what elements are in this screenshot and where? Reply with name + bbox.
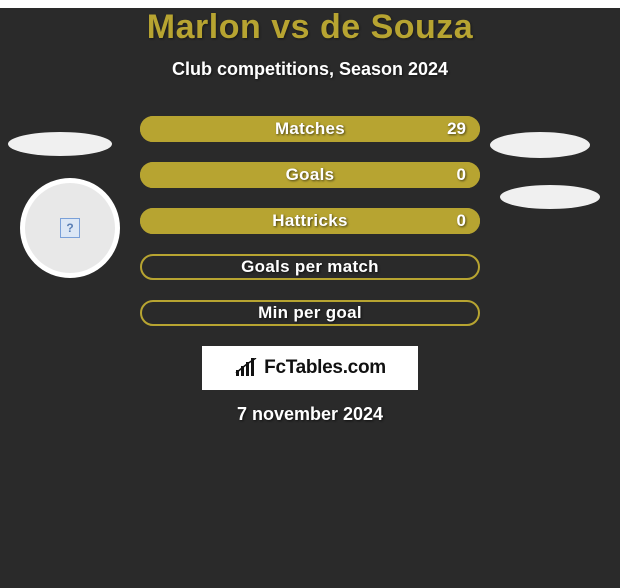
page-subtitle: Club competitions, Season 2024 — [0, 59, 620, 80]
site-logo: FcTables.com — [202, 346, 418, 390]
stat-label: Goals — [140, 162, 480, 188]
stat-label: Min per goal — [140, 300, 480, 326]
stat-label: Hattricks — [140, 208, 480, 234]
stats-list: Matches29Goals0Hattricks0Goals per match… — [0, 116, 620, 326]
site-logo-text: FcTables.com — [264, 357, 386, 379]
stat-row: Min per goal — [140, 300, 480, 326]
stat-row: Goals0 — [140, 162, 480, 188]
stat-label: Matches — [140, 116, 480, 142]
stat-row: Matches29 — [140, 116, 480, 142]
stat-value: 0 — [457, 208, 466, 234]
stat-value: 0 — [457, 162, 466, 188]
page-title: Marlon vs de Souza — [0, 8, 620, 47]
content-root: Marlon vs de Souza Club competitions, Se… — [0, 8, 620, 425]
chart-icon — [234, 358, 258, 378]
stat-row: Goals per match — [140, 254, 480, 280]
stat-row: Hattricks0 — [140, 208, 480, 234]
stat-value: 29 — [447, 116, 466, 142]
date-text: 7 november 2024 — [0, 404, 620, 425]
stat-label: Goals per match — [140, 254, 480, 280]
